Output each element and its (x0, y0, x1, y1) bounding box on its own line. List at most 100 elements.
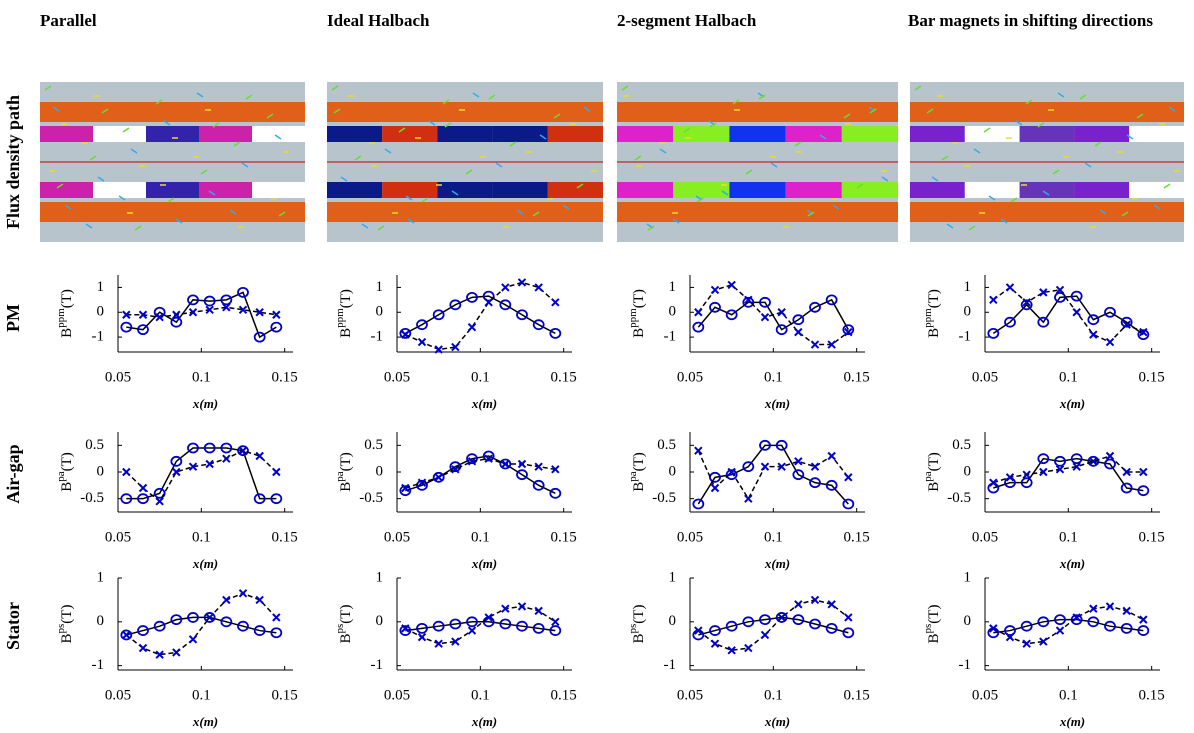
magnet (1074, 126, 1129, 142)
y-axis-label: Bps(T) (922, 605, 943, 644)
cross-marker (552, 618, 559, 625)
y-label-unit: (T) (631, 452, 647, 471)
x-tick-label: 0.15 (272, 369, 298, 385)
chart: -0.500.50.050.10.15x(m)Bpa(T) (334, 432, 577, 571)
y-axis-label: Bpa(T) (922, 452, 943, 492)
magnet (548, 126, 603, 142)
y-label-unit: (T) (59, 289, 75, 308)
stator-bottom (327, 202, 603, 222)
x-tick-label: 0.15 (844, 529, 870, 545)
row-label: Stator (3, 602, 23, 650)
series-line (698, 285, 848, 345)
magnet (199, 126, 252, 142)
y-axis-label: Bpa(T) (334, 452, 355, 492)
stator-bottom (617, 202, 898, 222)
chart: -0.500.50.050.10.15x(m)Bpa(T) (922, 432, 1165, 571)
x-axis-label: x(m) (192, 396, 218, 411)
y-label-symbol: B (631, 482, 647, 492)
y-axis-label: Bppm(T) (627, 289, 648, 338)
y-tick-label: -0.5 (359, 490, 383, 506)
stator-bottom (910, 202, 1184, 222)
series-line (126, 307, 276, 317)
x-tick-label: 0.1 (192, 529, 211, 545)
magnet (1020, 126, 1075, 142)
x-axis-label: x(m) (471, 714, 497, 729)
column-title-box: Bar magnets in shifting directions (908, 10, 1184, 70)
cross-marker (419, 339, 426, 346)
cross-marker (190, 636, 197, 643)
y-tick-label: 0 (669, 304, 677, 320)
x-tick-label: 0.15 (551, 687, 577, 703)
x-tick-label: 0.1 (471, 687, 490, 703)
y-label-superscript: pa (55, 471, 67, 482)
cross-marker (990, 296, 997, 303)
x-tick-label: 0.05 (972, 687, 998, 703)
magnet (786, 126, 842, 142)
x-tick-label: 0.05 (384, 369, 410, 385)
x-tick-label: 0.15 (1139, 369, 1165, 385)
y-tick-label: -1 (371, 657, 384, 673)
cross-marker (502, 284, 509, 291)
y-label-symbol: B (59, 328, 75, 338)
cross-marker (695, 309, 702, 316)
cross-marker (273, 469, 280, 476)
x-tick-label: 0.1 (1059, 529, 1078, 545)
magnet (617, 182, 673, 198)
magnet (382, 182, 437, 198)
magnet (965, 182, 1020, 198)
row-label: PM (3, 304, 23, 332)
column-title: Bar magnets in shifting directions (908, 10, 1184, 32)
magnet (842, 126, 898, 142)
y-tick-label: 0.5 (364, 437, 383, 453)
x-tick-label: 0.05 (972, 369, 998, 385)
y-label-unit: (T) (338, 452, 354, 471)
magnet (146, 126, 199, 142)
chart: -1010.050.10.15x(m)Bppm(T) (627, 275, 870, 411)
x-axis-label: x(m) (471, 556, 497, 571)
y-tick-label: -1 (664, 329, 677, 345)
cross-marker (1023, 640, 1030, 647)
series-line (126, 617, 276, 635)
cross-marker (156, 498, 163, 505)
magnet (842, 182, 898, 198)
y-axis-label: Bpa(T) (55, 452, 76, 492)
magnet (199, 182, 252, 198)
x-tick-label: 0.15 (1139, 529, 1165, 545)
y-tick-label: 1 (97, 279, 105, 295)
y-label-unit: (T) (631, 605, 647, 624)
stator-top (40, 102, 305, 122)
y-tick-label: 0 (97, 304, 105, 320)
magnet (548, 182, 603, 198)
x-axis-label: x(m) (764, 714, 790, 729)
magnet (729, 126, 785, 142)
x-tick-label: 0.15 (272, 687, 298, 703)
magnet (493, 182, 548, 198)
cross-marker (273, 311, 280, 318)
y-tick-label: -1 (371, 329, 384, 345)
y-tick-label: -1 (92, 657, 105, 673)
flux-image (40, 82, 305, 242)
cross-marker (223, 455, 230, 462)
y-tick-label: 1 (376, 569, 384, 585)
cross-marker (140, 485, 147, 492)
magnet (382, 126, 437, 142)
cross-marker (223, 596, 230, 603)
series-line (405, 282, 555, 349)
y-label-superscript: ps (627, 624, 639, 634)
y-label-unit: (T) (926, 289, 942, 308)
y-label-unit: (T) (338, 605, 354, 624)
cross-marker (745, 645, 752, 652)
y-axis-label: Bps(T) (627, 605, 648, 644)
y-tick-label: 0 (964, 613, 972, 629)
cross-marker (552, 299, 559, 306)
y-tick-label: 0 (97, 463, 105, 479)
series-line (126, 593, 276, 654)
magnet (1020, 182, 1075, 198)
y-label-superscript: ppm (922, 308, 934, 328)
magnet (617, 126, 673, 142)
magnet (965, 126, 1020, 142)
y-tick-label: 1 (376, 279, 384, 295)
magnet (493, 126, 548, 142)
flux-image (910, 82, 1184, 242)
cross-marker (845, 614, 852, 621)
